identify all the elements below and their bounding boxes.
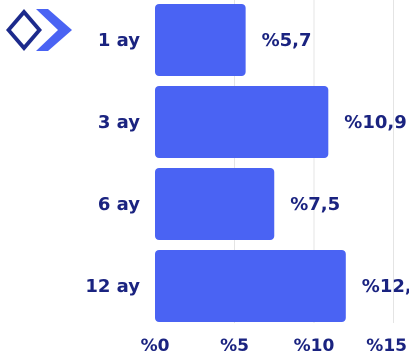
category-label: 1 ay <box>98 30 140 51</box>
x-tick-label: %5 <box>220 336 249 356</box>
category-label: 3 ay <box>98 112 140 133</box>
value-label: %12,0 <box>362 276 409 297</box>
value-label: %7,5 <box>290 194 340 215</box>
bar <box>155 168 275 240</box>
x-tick-label: %10 <box>294 336 335 356</box>
category-label: 6 ay <box>98 194 140 215</box>
value-label: %10,9 <box>344 112 406 133</box>
x-tick-labels: %0 %5 %10 %15 <box>141 336 407 356</box>
value-label: %5,7 <box>262 30 312 51</box>
bar <box>155 86 329 158</box>
value-labels: %5,7 %10,9 %7,5 %12,0 <box>262 30 409 297</box>
bar <box>155 4 246 76</box>
category-label: 12 ay <box>85 276 140 297</box>
chevron-diamond-logo-icon <box>6 9 72 51</box>
bar <box>155 250 346 322</box>
x-tick-label: %15 <box>366 336 407 356</box>
x-tick-label: %0 <box>141 336 170 356</box>
category-labels: 1 ay 3 ay 6 ay 12 ay <box>85 30 140 297</box>
bars <box>155 4 346 322</box>
